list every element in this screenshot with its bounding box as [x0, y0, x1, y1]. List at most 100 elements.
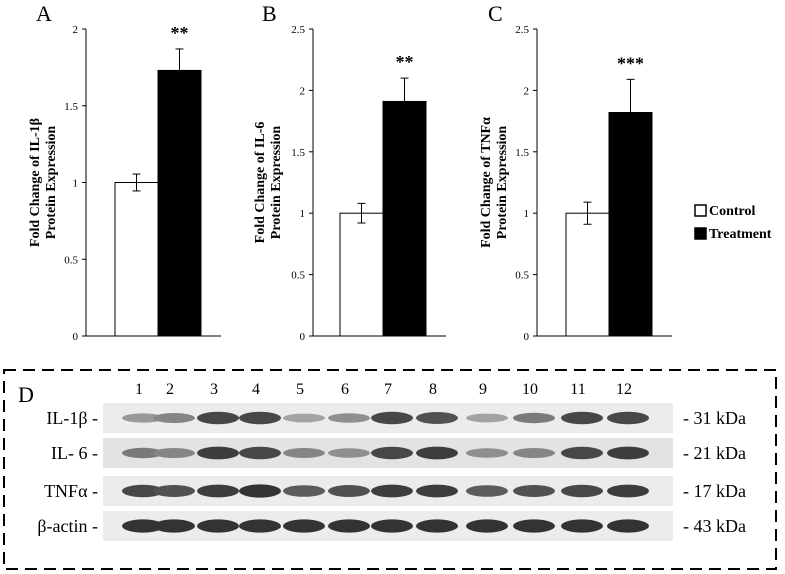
blot-band	[153, 485, 195, 497]
blot-band	[561, 446, 603, 460]
blot-band	[239, 519, 281, 533]
legend: Control Treatment	[694, 204, 772, 242]
blot-band	[371, 411, 413, 425]
blot-row-label: IL-1β -	[46, 408, 98, 428]
y-axis-label-line: Fold Change of IL-1β	[28, 118, 43, 247]
blot-band	[513, 448, 555, 458]
blot-kda-label: - 21 kDa	[683, 443, 746, 463]
blot-band	[607, 411, 649, 425]
lane-number: 3	[210, 381, 218, 398]
blot-kda-label: - 17 kDa	[683, 481, 746, 501]
blot-band	[416, 446, 458, 460]
lane-number: 5	[296, 381, 304, 398]
blot-band	[153, 519, 195, 533]
blot-band	[122, 447, 164, 459]
blot-band	[153, 413, 195, 423]
lane-number: 8	[429, 381, 437, 398]
blot-band	[283, 448, 325, 458]
blot-band	[328, 519, 370, 533]
chart-panel-b: B 0 0.5 1 1.5 2 2.5 Fold Change of IL-6Protein …	[253, 1, 446, 343]
blot-band	[607, 484, 649, 498]
blot-band	[122, 519, 164, 533]
blot-band	[197, 519, 239, 533]
chart-panel-c: C 0 0.5 1 1.5 2 2.5 Fold Change of TNFαProtein …	[479, 1, 672, 343]
significance-marker: ***	[617, 53, 644, 73]
blot-band	[466, 448, 508, 458]
blot-row-label: IL- 6 -	[51, 443, 98, 463]
legend-swatch-control	[694, 204, 707, 217]
blot-dashed-border	[3, 369, 777, 570]
lane-number: 12	[616, 381, 632, 398]
y-tick-label: 0.5	[291, 270, 305, 282]
blot-band	[371, 446, 413, 460]
blot-band	[328, 448, 370, 458]
y-tick-label: 1	[524, 208, 530, 220]
bar-control	[114, 182, 159, 337]
blot-band	[371, 484, 413, 498]
y-axis-label-line: Fold Change of TNFα	[479, 117, 494, 248]
y-tick-label: 0	[524, 331, 530, 343]
y-axis-label-line: Protein Expression	[495, 126, 510, 240]
chart-panel-a: A 0 0.5 1 1.5 2 Fold Change of IL-1βProtein Ex…	[28, 1, 221, 343]
lane-number: 11	[570, 381, 585, 398]
blot-band	[466, 413, 508, 423]
blot-band	[283, 485, 325, 497]
y-tick-label: 1.5	[291, 147, 305, 159]
y-tick-label: 2.5	[291, 24, 305, 36]
lane-number: 10	[522, 381, 538, 398]
bar-treatment	[382, 100, 427, 337]
blot-band	[416, 519, 458, 533]
legend-label-control: Control	[709, 204, 756, 219]
blot-band	[153, 448, 195, 458]
bar-treatment	[608, 112, 653, 337]
blot-band	[283, 519, 325, 533]
bar-treatment	[157, 69, 202, 337]
blot-band	[239, 446, 281, 460]
blot-band	[513, 485, 555, 497]
y-tick-label: 1.5	[64, 101, 78, 113]
blot-band	[513, 412, 555, 424]
blot-row-label: TNFα -	[44, 481, 98, 501]
blot-band	[561, 411, 603, 425]
blot-band	[328, 485, 370, 497]
y-tick-label: 0.5	[64, 254, 78, 266]
blot-band	[239, 484, 281, 498]
y-tick-label: 2	[524, 85, 530, 97]
y-tick-label: 1	[300, 208, 306, 220]
y-axis-label: Fold Change of IL-1βProtein Expression	[28, 118, 59, 247]
y-tick-label: 0	[73, 331, 79, 343]
y-tick-label: 2	[73, 24, 79, 36]
y-axis-label-line: Protein Expression	[44, 126, 59, 240]
y-axis-label-line: Fold Change of IL-6	[253, 122, 268, 244]
blot-band	[416, 412, 458, 424]
blot-band	[239, 411, 281, 425]
blot-band	[466, 485, 508, 497]
lane-number: 1	[135, 381, 143, 398]
blot-band	[283, 413, 325, 423]
y-tick-label: 2.5	[515, 24, 529, 36]
lane-number: 2	[166, 381, 174, 398]
legend-swatch-treatment	[694, 227, 707, 240]
lane-number: 7	[384, 381, 392, 398]
blot-band	[328, 413, 370, 423]
y-tick-label: 0.5	[515, 270, 529, 282]
bar-control	[565, 212, 610, 337]
lane-number: 6	[341, 381, 349, 398]
y-tick-label: 1.5	[515, 147, 529, 159]
blot-band	[122, 413, 164, 423]
panel-letter-a: A	[36, 1, 52, 26]
y-axis-label: Fold Change of TNFαProtein Expression	[479, 117, 510, 248]
blot-kda-label: - 43 kDa	[683, 516, 746, 536]
panel-letter-b: B	[262, 1, 277, 26]
blot-band	[122, 484, 164, 498]
panel-letter-c: C	[488, 1, 503, 26]
y-tick-label: 2	[300, 85, 306, 97]
legend-label-treatment: Treatment	[709, 227, 772, 242]
significance-marker: **	[396, 52, 414, 72]
panel-letter-d: D	[18, 382, 34, 407]
blot-band	[197, 484, 239, 498]
blot-row-label: β-actin -	[37, 516, 98, 536]
